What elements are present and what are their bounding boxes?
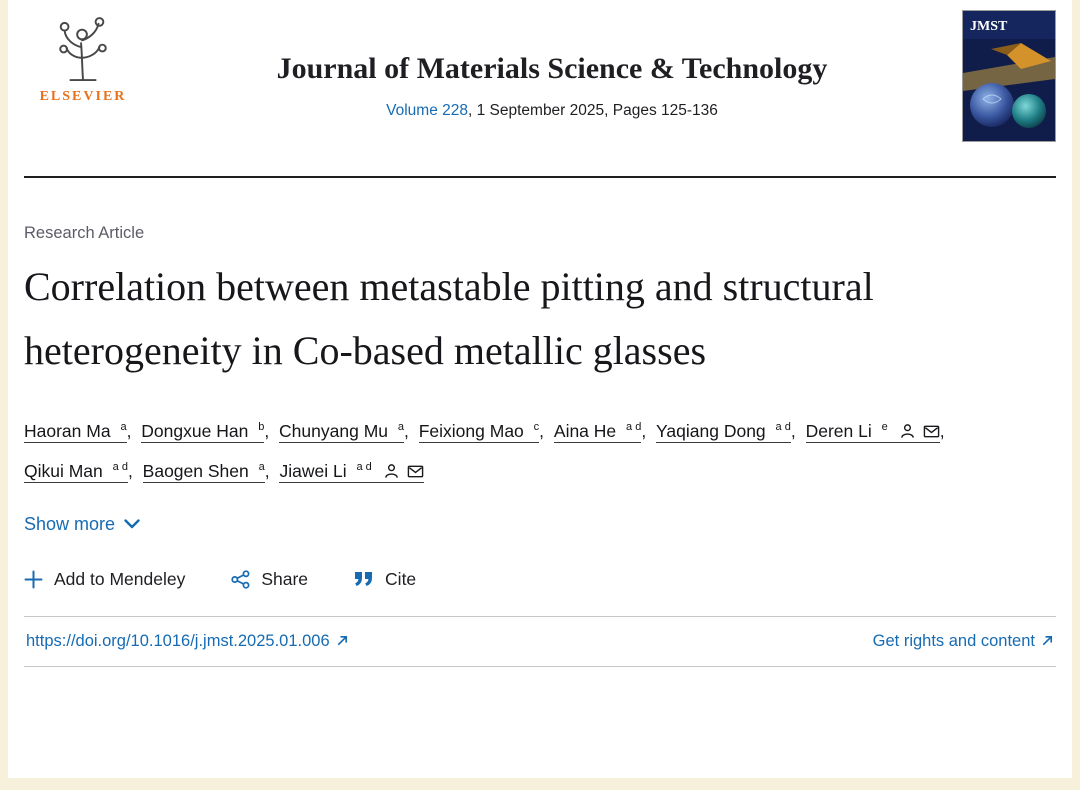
- cite-button[interactable]: Cite: [354, 569, 416, 590]
- author-separator: ,: [939, 421, 945, 441]
- corresponding-author-icon: [384, 464, 398, 479]
- author-affiliation-sup: a d: [626, 421, 642, 434]
- cite-quote-icon: [355, 572, 373, 586]
- author-name: Chunyang Mu: [279, 421, 393, 441]
- article-page: ELSEVIER Journal of Materials Science & …: [8, 0, 1072, 778]
- author-name: Yaqiang Dong: [656, 421, 771, 441]
- author-link[interactable]: Jiawei Li a d: [279, 461, 424, 484]
- issue-line: Volume 228, 1 September 2025, Pages 125-…: [142, 102, 962, 120]
- journal-cover-image[interactable]: JMST: [962, 10, 1056, 142]
- chevron-down-icon: [124, 519, 140, 529]
- share-label: Share: [261, 568, 309, 589]
- author-link[interactable]: Chunyang Mu a: [279, 421, 404, 443]
- add-to-mendeley-label: Add to Mendeley: [54, 568, 186, 589]
- author-link[interactable]: Haoran Ma a: [24, 421, 127, 443]
- share-icon: [231, 569, 250, 589]
- author-name: Qikui Man: [24, 461, 108, 482]
- author-affiliation-sup: a d: [112, 461, 128, 474]
- author-name: Feixiong Mao: [418, 421, 529, 441]
- author-link[interactable]: Baogen Shen a: [142, 461, 265, 484]
- show-more-button[interactable]: Show more: [24, 514, 140, 535]
- author-link[interactable]: Yaqiang Dong a d: [656, 421, 791, 443]
- email-author-icon: [923, 425, 940, 438]
- header-divider: [24, 176, 1056, 178]
- author-link[interactable]: Dongxue Han b: [141, 421, 265, 443]
- author-separator: ,: [790, 421, 801, 441]
- plus-icon: [24, 570, 43, 588]
- author-name: Haoran Ma: [24, 421, 116, 441]
- author-affiliation-sup: a d: [356, 461, 372, 474]
- author-link[interactable]: Qikui Man a d: [24, 461, 128, 484]
- action-bar: Add to Mendeley Share Cite: [24, 569, 1056, 590]
- elsevier-wordmark: ELSEVIER: [39, 89, 127, 104]
- author-affiliation-sup: a: [397, 421, 404, 434]
- elsevier-logo-link[interactable]: ELSEVIER: [24, 10, 142, 105]
- cite-label: Cite: [385, 568, 417, 589]
- author-name: Deren Li: [805, 421, 877, 441]
- article-title: Correlation between metastable pitting a…: [24, 264, 874, 373]
- author-name: Baogen Shen: [142, 461, 254, 482]
- author-affiliation-sup: b: [258, 421, 265, 434]
- author-name: Jiawei Li: [279, 461, 352, 482]
- author-affiliation-sup: a d: [775, 421, 791, 434]
- doi-link[interactable]: https://doi.org/10.1016/j.jmst.2025.01.0…: [26, 631, 330, 650]
- volume-link[interactable]: Volume 228: [386, 102, 468, 119]
- author-separator: ,: [264, 461, 275, 482]
- external-link-icon: [1042, 635, 1053, 645]
- author-separator: ,: [126, 421, 137, 441]
- article-type-label: Research Article: [24, 224, 145, 242]
- author-separator: ,: [127, 461, 138, 482]
- corresponding-author-icon: [900, 424, 914, 438]
- author-affiliation-sup: e: [881, 421, 888, 434]
- author-list: Haoran Ma a, Dongxue Han b, Chunyang Mu …: [24, 411, 1054, 492]
- author-link[interactable]: Feixiong Mao c: [418, 421, 540, 443]
- author-link[interactable]: Aina He a d: [553, 421, 642, 443]
- get-rights-link[interactable]: Get rights and content: [872, 631, 1035, 650]
- external-link-icon: [337, 635, 347, 645]
- author-link[interactable]: Deren Li e: [805, 421, 940, 443]
- journal-title-link[interactable]: Journal of Materials Science & Technolog…: [276, 52, 828, 85]
- email-author-icon: [407, 465, 424, 478]
- author-separator: ,: [539, 421, 549, 441]
- author-affiliation-sup: a: [120, 421, 127, 434]
- add-to-mendeley-button[interactable]: Add to Mendeley: [24, 569, 185, 590]
- author-separator: ,: [641, 421, 652, 441]
- share-button[interactable]: Share: [231, 569, 308, 590]
- doi-row: https://doi.org/10.1016/j.jmst.2025.01.0…: [24, 615, 1056, 667]
- show-more-label: Show more: [24, 513, 116, 534]
- issue-details: , 1 September 2025, Pages 125-136: [467, 102, 718, 119]
- journal-banner: Journal of Materials Science & Technolog…: [142, 10, 962, 120]
- author-affiliation-sup: c: [533, 421, 540, 434]
- author-affiliation-sup: a: [258, 461, 265, 474]
- author-name: Aina He: [553, 421, 622, 441]
- author-separator: ,: [404, 421, 414, 441]
- journal-header: ELSEVIER Journal of Materials Science & …: [24, 10, 1056, 142]
- cover-journal-abbrev: JMST: [970, 19, 1008, 34]
- elsevier-tree-icon: [59, 17, 107, 81]
- author-separator: ,: [264, 421, 275, 441]
- author-name: Dongxue Han: [141, 421, 254, 441]
